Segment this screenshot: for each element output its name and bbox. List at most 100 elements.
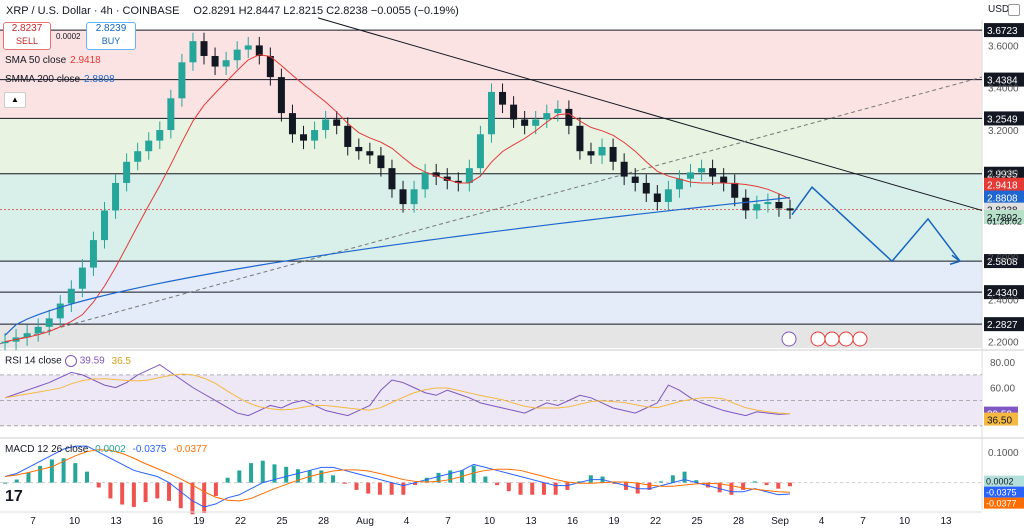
rsi-settings-icon[interactable] bbox=[64, 355, 77, 367]
rsi-value: 39.59 bbox=[79, 355, 105, 367]
macd-histogram-bar bbox=[729, 482, 734, 495]
candle bbox=[222, 60, 230, 67]
sell-button[interactable]: 2.8237 SELL bbox=[3, 22, 51, 50]
x-tick-8: Aug bbox=[356, 516, 374, 527]
level-tag-5 bbox=[984, 285, 1024, 300]
sma50-line bbox=[4, 54, 791, 343]
candle bbox=[355, 146, 363, 152]
countdown-label: 01:28:02 bbox=[987, 217, 1022, 227]
macd-histogram-bar bbox=[401, 482, 406, 495]
macd-line-value: -0.0375 bbox=[132, 444, 167, 455]
macd-histogram-bar bbox=[635, 482, 640, 494]
candle bbox=[532, 119, 540, 126]
sell-label: SELL bbox=[15, 36, 39, 46]
x-tick-6: 25 bbox=[276, 516, 288, 527]
x-tick-18: Sep bbox=[771, 516, 789, 527]
collapse-legend-button[interactable]: ▲ bbox=[4, 92, 26, 108]
candle bbox=[399, 189, 407, 205]
macd-histogram-bar bbox=[647, 482, 652, 490]
zone-4 bbox=[0, 261, 982, 293]
settings-corner-icon[interactable] bbox=[1008, 4, 1020, 16]
candle bbox=[123, 161, 131, 183]
x-tick-9: 4 bbox=[404, 516, 410, 527]
candle bbox=[653, 193, 661, 202]
legend-smma200[interactable]: SMMA 200 close 2.8808 bbox=[5, 74, 115, 85]
candle bbox=[709, 168, 717, 177]
macd-histogram-bar bbox=[483, 476, 488, 483]
candle bbox=[510, 104, 518, 120]
macd-histogram-bar bbox=[377, 482, 382, 495]
candle bbox=[742, 197, 750, 211]
candle bbox=[23, 333, 31, 338]
candle bbox=[543, 113, 551, 120]
macd-legend[interactable]: MACD 12 26 close 0.0002 -0.0375 -0.0377 bbox=[5, 444, 207, 455]
buy-label: BUY bbox=[101, 36, 121, 46]
rsi-panel bbox=[0, 364, 982, 427]
event-flag-icon-2 bbox=[838, 331, 854, 347]
x-tick-15: 22 bbox=[650, 516, 662, 527]
projection-line bbox=[791, 186, 961, 263]
macd-histogram-bar bbox=[260, 460, 265, 483]
descending-trendline bbox=[317, 17, 983, 211]
rsi-line bbox=[4, 364, 791, 417]
value-tag-label-1: 2.8808 bbox=[987, 194, 1018, 205]
macd-tag-label-1: -0.0375 bbox=[986, 488, 1017, 498]
macd-histogram-bar bbox=[541, 482, 546, 495]
time-axis: 7 10 13 16 19 22 25 28 Aug 4 7 10 13 16 19 22 25 28 Sep 4 7 1… bbox=[0, 511, 982, 527]
x-tick-12: 13 bbox=[525, 516, 537, 527]
macd-histogram-bar bbox=[319, 470, 324, 483]
candle bbox=[388, 168, 396, 190]
tradingview-logo[interactable]: 17 bbox=[5, 488, 23, 505]
macd-histogram-bar bbox=[85, 471, 90, 483]
symbol-title[interactable]: XRP / U.S. Dollar · 4h · COINBASE bbox=[6, 5, 180, 17]
candle bbox=[554, 108, 562, 114]
currency-label[interactable]: USD bbox=[988, 4, 1010, 15]
x-tick-20: 7 bbox=[860, 516, 866, 527]
macd-histogram-bar bbox=[178, 482, 183, 509]
macd-histogram-bar bbox=[73, 463, 78, 483]
buy-button[interactable]: 2.8239 BUY bbox=[86, 22, 136, 50]
macd-histogram-bar bbox=[694, 480, 699, 483]
legend-sma50[interactable]: SMA 50 close 2.9418 bbox=[5, 55, 101, 66]
candle bbox=[134, 151, 142, 162]
x-tick-17: 28 bbox=[733, 516, 745, 527]
macd-panel bbox=[0, 445, 982, 515]
x-tick-5: 22 bbox=[235, 516, 247, 527]
y-tick-6: 2.4000 bbox=[988, 295, 1019, 306]
ohlc-readout: O2.8291 H2.8447 L2.8215 C2.8238 −0.0055 … bbox=[193, 5, 459, 17]
macd-tick-0: 0.1000 bbox=[988, 448, 1019, 459]
candle bbox=[311, 130, 319, 141]
candle bbox=[664, 189, 672, 202]
event-flag-icon-3 bbox=[852, 331, 868, 347]
smma200-line bbox=[4, 196, 791, 336]
chart-header: XRP / U.S. Dollar · 4h · COINBASE O2.829… bbox=[0, 2, 459, 20]
macd-histogram-bar bbox=[612, 482, 617, 484]
macd-histogram-bar bbox=[506, 482, 511, 492]
level-tag-4 bbox=[984, 254, 1024, 269]
candle bbox=[255, 45, 263, 56]
level-tag-1 bbox=[984, 72, 1024, 87]
candle bbox=[101, 210, 109, 241]
level-label-5: 2.4340 bbox=[987, 288, 1018, 299]
rsi-legend[interactable]: RSI 14 close 39.59 36.5 bbox=[5, 355, 131, 367]
macd-tag-label-2: -0.0377 bbox=[986, 499, 1017, 509]
value-tag-0 bbox=[984, 177, 1024, 192]
x-tick-22: 13 bbox=[940, 516, 952, 527]
sma50-value: 2.9418 bbox=[70, 55, 101, 66]
y-tick-7: 2.2000 bbox=[988, 338, 1019, 349]
macd-histogram-bar bbox=[96, 482, 101, 488]
rsi-tag-1 bbox=[984, 412, 1018, 426]
event-flag-icon-0 bbox=[810, 331, 826, 347]
macd-histogram-bar bbox=[705, 482, 710, 488]
macd-histogram-bar bbox=[530, 482, 535, 495]
candle bbox=[642, 182, 650, 194]
rsi-tick-1: 60.00 bbox=[990, 384, 1015, 395]
candle bbox=[300, 134, 308, 141]
rsi-label: RSI 14 close bbox=[5, 355, 62, 367]
macd-histogram-bar bbox=[741, 482, 746, 490]
candle bbox=[753, 204, 761, 211]
macd-histogram-bar bbox=[389, 482, 394, 495]
macd-histogram-bar bbox=[553, 482, 558, 495]
trend-lines bbox=[0, 17, 983, 345]
